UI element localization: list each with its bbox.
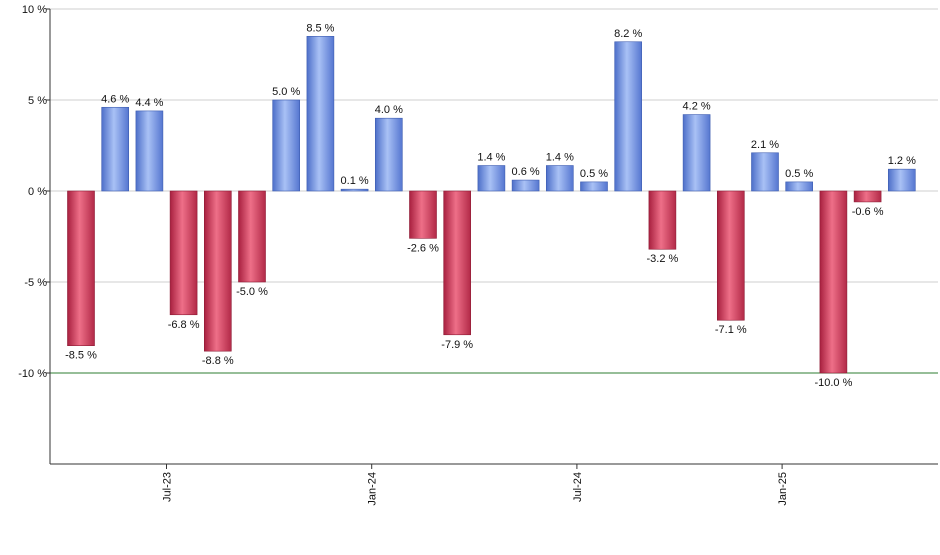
data-label: 1.4 % <box>546 152 574 164</box>
x-tick-label: Jan-25 <box>777 472 789 506</box>
bar <box>819 190 848 374</box>
data-label: 0.5 % <box>580 168 608 180</box>
data-label: 4.4 % <box>135 97 163 109</box>
bar <box>340 188 369 192</box>
data-label: -10.0 % <box>814 377 852 389</box>
data-label: 0.6 % <box>512 166 540 178</box>
x-tick-label: Jul-24 <box>572 472 584 502</box>
bar <box>374 117 403 192</box>
bar <box>238 190 266 283</box>
data-label: -3.2 % <box>647 253 679 265</box>
bar <box>887 168 916 192</box>
data-label: 1.2 % <box>888 155 916 167</box>
bar <box>545 165 574 192</box>
data-label: 5.0 % <box>272 86 300 98</box>
data-label: 2.1 % <box>751 139 779 151</box>
data-label: -7.9 % <box>441 339 473 351</box>
data-label: -6.8 % <box>168 319 200 331</box>
bar <box>853 190 882 203</box>
y-tick-label: 0 % <box>28 186 47 198</box>
bars-layer <box>67 35 916 374</box>
bar <box>511 179 540 192</box>
bar <box>751 152 779 192</box>
y-tick-label: 5 % <box>28 95 47 107</box>
bar <box>306 35 335 192</box>
data-label: 4.0 % <box>375 104 403 116</box>
bar <box>169 190 198 316</box>
data-label: 4.6 % <box>101 93 129 105</box>
bar <box>785 181 814 192</box>
data-label: 1.4 % <box>477 152 505 164</box>
y-tick-label: 10 % <box>22 4 47 16</box>
data-label: 0.1 % <box>341 175 369 187</box>
bar <box>648 190 677 250</box>
data-label: 4.2 % <box>683 101 711 113</box>
bar <box>409 190 437 239</box>
data-label: -8.5 % <box>65 350 97 362</box>
y-tick-label: -10 % <box>18 368 47 380</box>
data-label: 8.5 % <box>306 22 334 34</box>
bar <box>443 190 472 336</box>
bar <box>101 106 129 192</box>
data-label: -5.0 % <box>236 286 268 298</box>
bar <box>67 190 95 346</box>
data-label: 8.2 % <box>614 28 642 40</box>
x-tick-label: Jan-24 <box>367 472 379 506</box>
data-label: -2.6 % <box>407 242 439 254</box>
bar <box>204 190 232 352</box>
data-label: -7.1 % <box>715 324 747 336</box>
bar <box>272 99 301 192</box>
data-label: -8.8 % <box>202 355 234 367</box>
bar <box>682 114 711 192</box>
data-label: -0.6 % <box>852 206 884 218</box>
axes-layer: 10 % 5 % 0 % -5 % -10 % Jul-23 Jan-24 Jul-24 Jan… <box>18 4 938 506</box>
data-labels-layer: -8.5 % 4.6 % 4.4 % -6.8 % -8.8 % -5.0 % 5.0 % 8… <box>65 22 916 389</box>
bar <box>135 110 164 192</box>
y-tick-label: -5 % <box>24 277 47 289</box>
data-label: 0.5 % <box>785 168 813 180</box>
bar <box>614 41 643 192</box>
x-tick-label: Jul-23 <box>162 472 174 502</box>
bar <box>477 165 506 192</box>
bar <box>580 181 608 192</box>
bar <box>716 190 745 321</box>
